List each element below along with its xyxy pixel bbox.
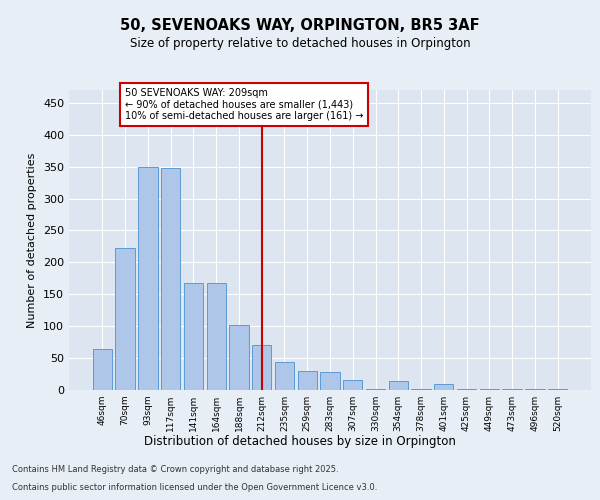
Bar bbox=[457, 388, 476, 390]
Bar bbox=[252, 346, 271, 390]
Text: 50 SEVENOAKS WAY: 209sqm
← 90% of detached houses are smaller (1,443)
10% of sem: 50 SEVENOAKS WAY: 209sqm ← 90% of detach… bbox=[125, 88, 364, 120]
Text: Contains public sector information licensed under the Open Government Licence v3: Contains public sector information licen… bbox=[12, 482, 377, 492]
Text: Distribution of detached houses by size in Orpington: Distribution of detached houses by size … bbox=[144, 435, 456, 448]
Bar bbox=[434, 384, 454, 390]
Bar bbox=[206, 284, 226, 390]
Bar bbox=[115, 248, 135, 390]
Bar bbox=[275, 362, 294, 390]
Y-axis label: Number of detached properties: Number of detached properties bbox=[28, 152, 37, 328]
Bar bbox=[93, 348, 112, 390]
Bar bbox=[412, 388, 431, 390]
Bar bbox=[525, 388, 545, 390]
Bar bbox=[161, 168, 181, 390]
Bar bbox=[184, 284, 203, 390]
Bar bbox=[366, 388, 385, 390]
Bar bbox=[343, 380, 362, 390]
Bar bbox=[229, 325, 248, 390]
Bar bbox=[320, 372, 340, 390]
Bar bbox=[502, 388, 522, 390]
Text: Contains HM Land Registry data © Crown copyright and database right 2025.: Contains HM Land Registry data © Crown c… bbox=[12, 465, 338, 474]
Text: 50, SEVENOAKS WAY, ORPINGTON, BR5 3AF: 50, SEVENOAKS WAY, ORPINGTON, BR5 3AF bbox=[120, 18, 480, 32]
Bar bbox=[479, 388, 499, 390]
Bar bbox=[548, 388, 567, 390]
Bar bbox=[138, 166, 158, 390]
Bar bbox=[389, 381, 408, 390]
Text: Size of property relative to detached houses in Orpington: Size of property relative to detached ho… bbox=[130, 38, 470, 51]
Bar bbox=[298, 371, 317, 390]
